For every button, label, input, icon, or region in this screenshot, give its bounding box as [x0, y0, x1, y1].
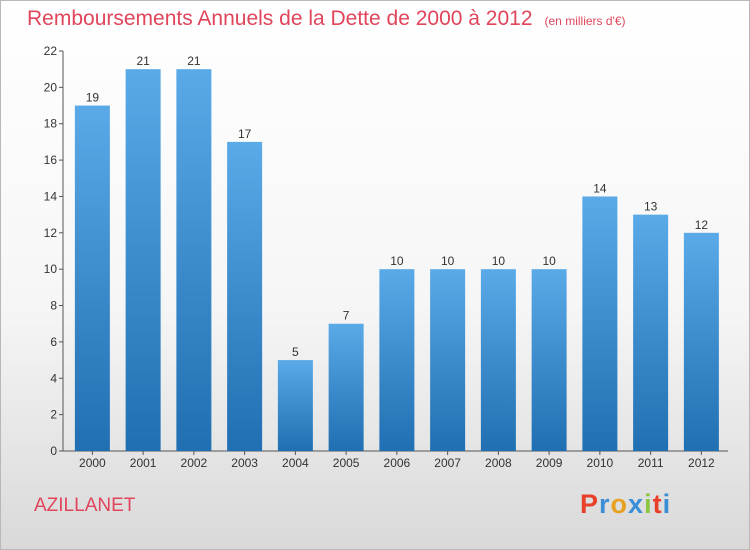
x-tick-label: 2012 — [688, 456, 715, 470]
y-tick-label: 8 — [50, 299, 57, 313]
data-label: 19 — [86, 91, 100, 105]
x-tick-label: 2006 — [384, 456, 411, 470]
bar-2003 — [227, 141, 263, 451]
bar-2006 — [379, 269, 415, 451]
proxiti-logo: Proxiti — [580, 489, 671, 520]
bar-2000 — [74, 105, 110, 451]
bar-2008 — [480, 269, 516, 451]
data-label: 10 — [542, 254, 556, 268]
x-tick-label: 2002 — [181, 456, 208, 470]
y-tick-label: 2 — [50, 408, 57, 422]
bar-2011 — [633, 214, 669, 451]
data-label: 5 — [292, 345, 299, 359]
bar-2005 — [328, 323, 364, 451]
logo-letter: x — [628, 489, 645, 519]
data-label: 12 — [695, 218, 709, 232]
y-tick-label: 6 — [50, 335, 57, 349]
x-tick-label: 2007 — [434, 456, 461, 470]
y-tick-label: 22 — [44, 44, 58, 58]
x-tick-label: 2009 — [536, 456, 563, 470]
y-tick-label: 10 — [44, 262, 58, 276]
bar-2001 — [125, 69, 161, 451]
y-tick-label: 0 — [50, 444, 57, 458]
chart-subtitle: (en milliers d'€) — [544, 14, 626, 28]
x-tick-label: 2004 — [282, 456, 309, 470]
data-label: 21 — [136, 54, 150, 68]
data-label: 10 — [492, 254, 506, 268]
bar-2002 — [176, 69, 212, 451]
y-tick-label: 12 — [44, 226, 58, 240]
chart-title: Remboursements Annuels de la Dette de 20… — [27, 7, 626, 31]
place-name: AZILLANET — [34, 495, 136, 516]
x-tick-label: 2001 — [130, 456, 157, 470]
y-tick-label: 16 — [44, 153, 58, 167]
y-tick-label: 14 — [44, 189, 58, 203]
data-label: 10 — [441, 254, 455, 268]
x-tick-label: 2003 — [231, 456, 258, 470]
data-label: 17 — [238, 127, 252, 141]
chart-title-text: Remboursements Annuels de la Dette de 20… — [27, 7, 533, 30]
data-label: 13 — [644, 200, 658, 214]
logo-letter: t — [652, 489, 663, 519]
y-tick-label: 18 — [44, 117, 58, 131]
bar-2012 — [683, 232, 719, 451]
logo-letter: i — [662, 489, 672, 519]
x-tick-label: 2000 — [79, 456, 106, 470]
y-tick-label: 20 — [44, 80, 58, 94]
logo-letter: r — [599, 489, 611, 519]
logo-letter: P — [580, 489, 600, 519]
data-label: 7 — [343, 309, 350, 323]
logo-letter: o — [610, 489, 629, 519]
x-tick-label: 2010 — [587, 456, 614, 470]
bar-2007 — [430, 269, 466, 451]
bar-2009 — [531, 269, 567, 451]
bar-2004 — [277, 360, 313, 451]
x-tick-label: 2011 — [638, 456, 664, 470]
x-tick-label: 2005 — [333, 456, 360, 470]
y-tick-label: 4 — [50, 371, 57, 385]
x-tick-label: 2008 — [485, 456, 512, 470]
chart-bars — [74, 69, 719, 451]
data-label: 21 — [187, 54, 201, 68]
bar-2010 — [582, 196, 618, 451]
data-label: 10 — [390, 254, 404, 268]
logo-letter: i — [644, 489, 653, 519]
data-label: 14 — [593, 181, 607, 195]
chart-labels: 19 2000 21 2001 21 2002 17 2003 5 2004 7 2005 10 2006… — [79, 54, 715, 470]
